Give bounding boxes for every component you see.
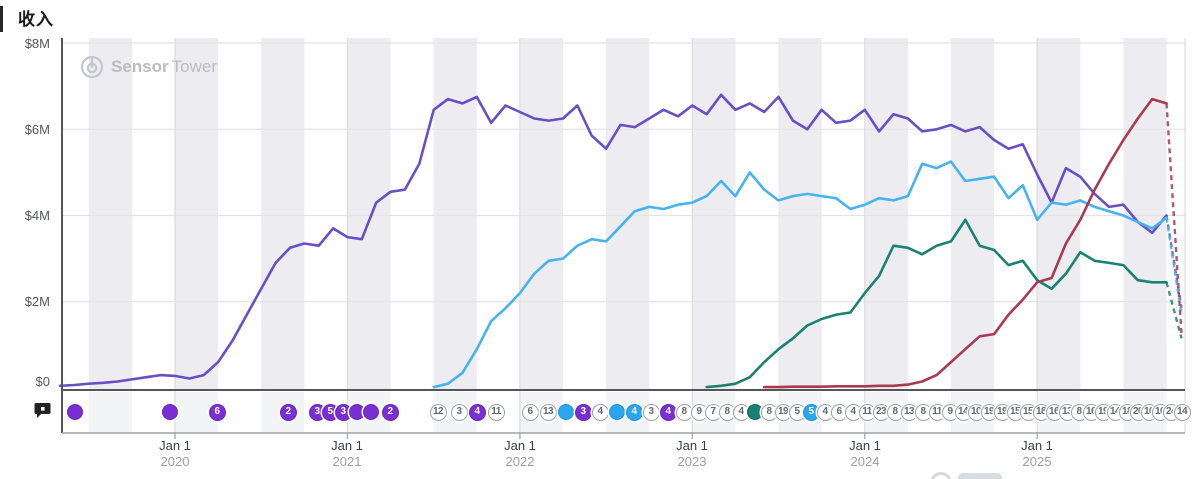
x-tick-2021: Jan 1 2021 xyxy=(331,438,363,469)
series-forecast-dash-light-blue-app xyxy=(1165,217,1183,315)
timeline-event-badge[interactable]: 13 xyxy=(539,403,557,421)
timeline-event-dot[interactable] xyxy=(609,404,625,420)
quarter-stripe xyxy=(175,38,219,390)
page-title: 收入 xyxy=(18,10,54,29)
series-line-purple-app xyxy=(58,93,1168,388)
timeline-event-badge[interactable]: 4 xyxy=(468,403,486,421)
cutoff-watermark-fragment xyxy=(912,469,1012,479)
quarter-stripe-band xyxy=(88,392,132,432)
series-forecast-dash-crimson-app xyxy=(1165,103,1183,335)
watermark-brand-bold: Sensor xyxy=(111,57,169,76)
timeline-event-badge[interactable]: 12 xyxy=(429,403,447,421)
timeline-event-badge[interactable]: 14 xyxy=(1173,403,1191,421)
quarter-stripe xyxy=(864,38,908,390)
sensor-tower-logo-icon xyxy=(80,55,104,79)
timeline-event-badge[interactable]: 4 xyxy=(659,403,677,421)
annotation-bubble-icon[interactable] xyxy=(34,401,52,419)
timeline-event-badge[interactable]: 4 xyxy=(625,403,643,421)
y-axis-label-6m: $6M xyxy=(24,122,50,137)
quarter-stripe xyxy=(88,38,132,390)
timeline-event-badge[interactable]: 4 xyxy=(732,403,750,421)
timeline-event-badge[interactable]: 2 xyxy=(279,403,297,421)
timeline-event-badge[interactable]: 6 xyxy=(208,403,226,421)
series-forecast-dash-purple-app xyxy=(1165,215,1183,309)
x-tick-2025: Jan 1 2025 xyxy=(1021,438,1053,469)
timeline-event-dot[interactable] xyxy=(162,404,178,420)
timeline-event-dot[interactable] xyxy=(558,404,574,420)
timeline-event-badge[interactable]: 11 xyxy=(487,403,505,421)
x-tick-2023: Jan 1 2023 xyxy=(676,438,708,469)
quarter-stripe xyxy=(1037,38,1081,390)
timeline-event-badge[interactable]: 9 xyxy=(941,403,959,421)
series-forecast-dash-teal-app xyxy=(1165,282,1183,339)
series-line-light-blue-app xyxy=(432,160,1168,389)
timeline-event-dot[interactable] xyxy=(363,404,379,420)
timeline-event-badge[interactable]: 8 xyxy=(675,403,693,421)
timeline-event-badge[interactable]: 3 xyxy=(574,403,592,421)
quarter-stripe xyxy=(347,38,391,390)
quarter-stripe xyxy=(778,38,822,390)
timeline-event-badge[interactable]: 3 xyxy=(308,403,326,421)
timeline-event-badge[interactable]: 4 xyxy=(591,403,609,421)
x-tick-2020: Jan 1 2020 xyxy=(159,438,191,469)
y-axis-label-0: $0 xyxy=(35,374,50,389)
watermark-brand-light: Tower xyxy=(171,57,217,76)
timeline-event-badge[interactable]: 6 xyxy=(521,403,539,421)
quarter-stripe xyxy=(261,38,305,390)
timeline-event-badge[interactable]: 2 xyxy=(381,403,399,421)
timeline-event-badge[interactable]: 3 xyxy=(450,403,468,421)
timeline-event-dot[interactable] xyxy=(67,404,83,420)
timeline-event-badge[interactable]: 3 xyxy=(642,403,660,421)
quarter-stripe xyxy=(519,38,563,390)
y-axis-label-2m: $2M xyxy=(24,294,50,309)
quarter-stripe xyxy=(950,38,995,390)
quarter-stripe xyxy=(692,38,736,390)
y-axis-label-4m: $4M xyxy=(24,208,50,223)
x-tick-2022: Jan 1 2022 xyxy=(504,438,536,469)
y-axis-label-8m: $8M xyxy=(24,36,50,51)
series-line-teal-app xyxy=(705,218,1168,389)
quarter-stripe xyxy=(606,38,650,390)
x-tick-2024: Jan 1 2024 xyxy=(849,438,881,469)
timeline-event-badge[interactable]: 15 xyxy=(1006,403,1024,421)
sensortower-watermark: Sensor Tower xyxy=(80,55,217,79)
left-edge-mark xyxy=(0,6,3,32)
quarter-stripe xyxy=(433,38,477,390)
series-line-crimson-app xyxy=(762,97,1168,389)
